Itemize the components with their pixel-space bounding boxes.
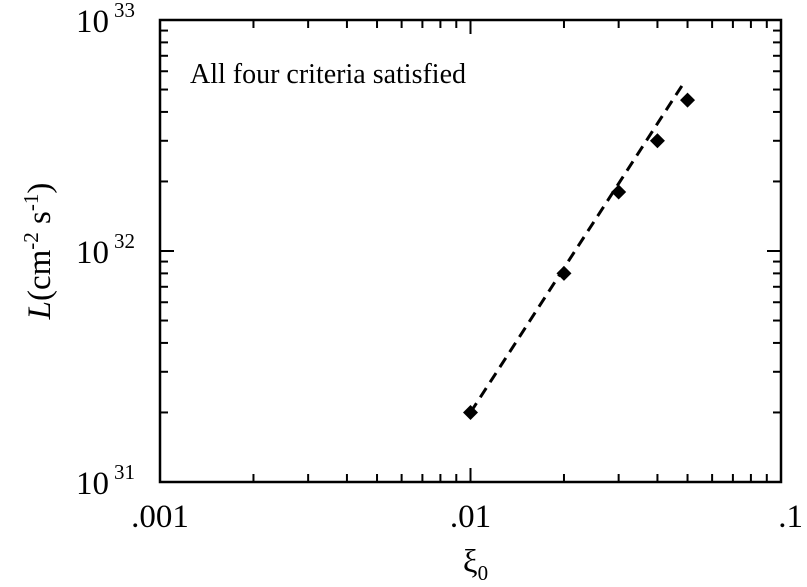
x-tick-labels: .001 .01 .1 [131,499,803,535]
x-axis-title: ξ0 [463,544,488,585]
y-tick-label: 10 31 [76,460,135,502]
data-point [649,133,665,149]
data-points [463,92,696,420]
data-point [463,404,478,420]
y-axis-title: L(cm-2 s-1) [19,183,58,321]
plot-frame [158,18,783,484]
x-tick-label: .01 [450,499,491,535]
y-tick-label: 10 32 [76,229,135,271]
y-tick-label: 10 33 [76,0,135,40]
x-tick-label: .1 [778,499,803,535]
data-point [556,265,572,281]
x-tick-label: .001 [131,499,189,535]
fit-line [469,84,684,414]
data-point [680,92,696,108]
annotation-text: All four criteria satisfied [190,59,466,90]
data-point [611,184,627,200]
